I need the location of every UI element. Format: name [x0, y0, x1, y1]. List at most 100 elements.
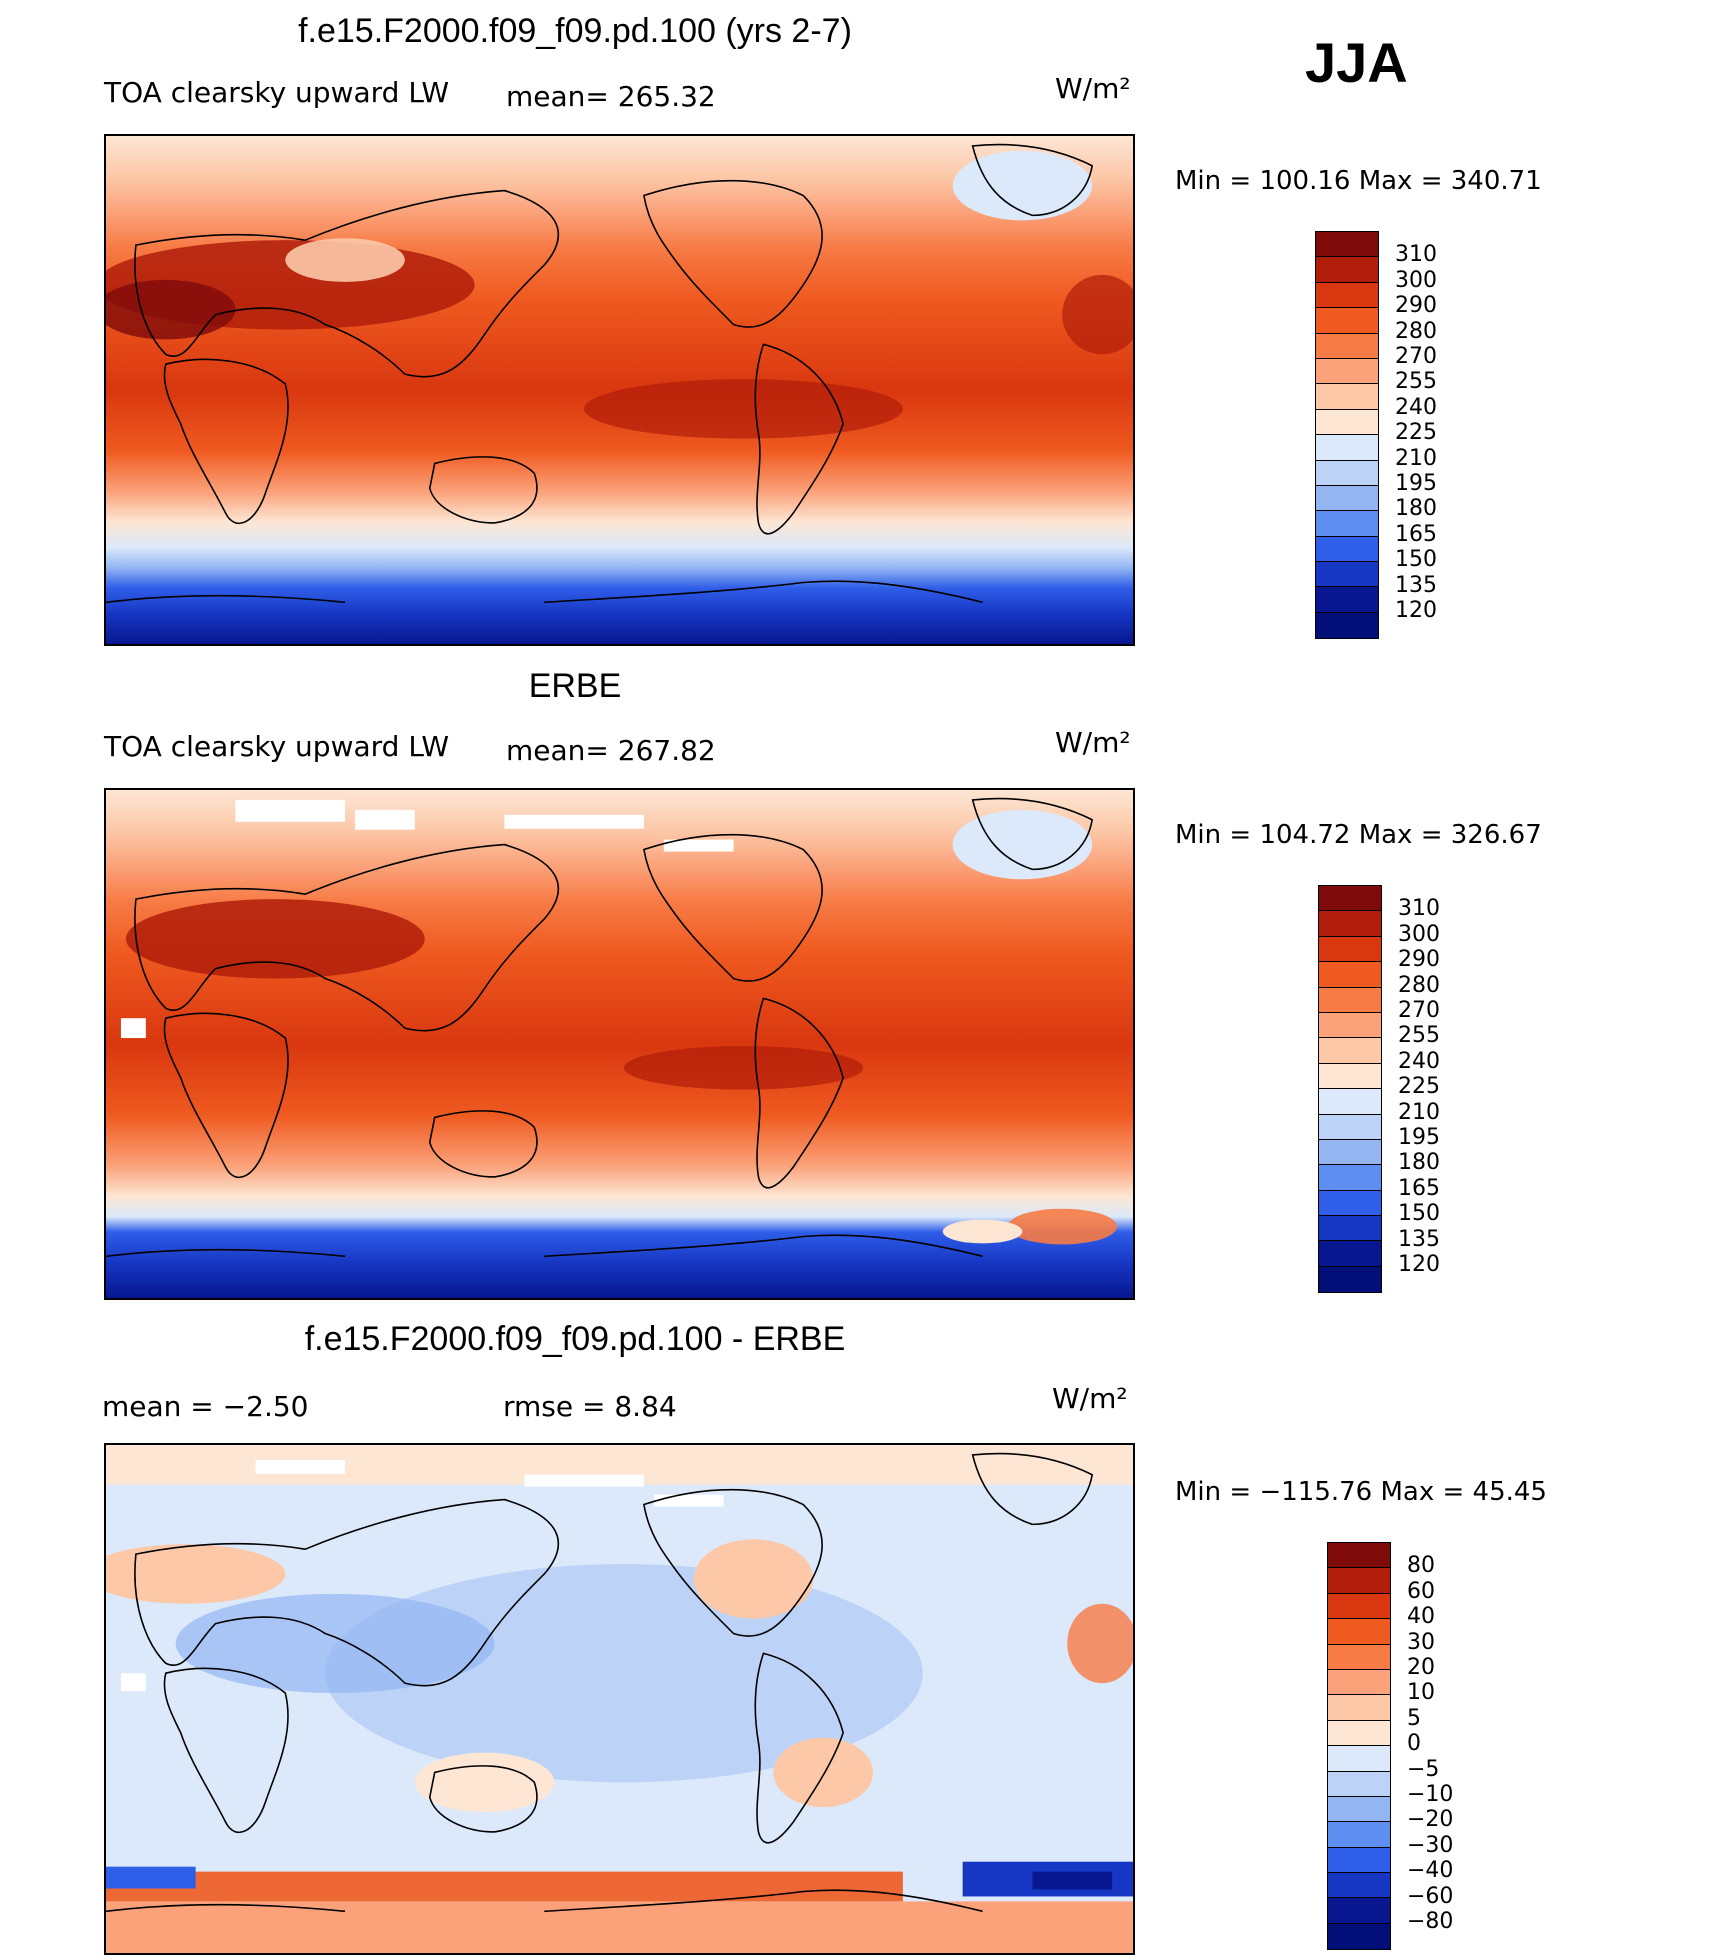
colorbar-level-label: 10: [1407, 1680, 1435, 1706]
panel-1-units: W/m²: [1055, 72, 1131, 105]
colorbar-swatch: [1319, 911, 1381, 937]
colorbar-level-label: 225: [1398, 1074, 1440, 1100]
colorbar-level-label: 180: [1398, 1150, 1440, 1176]
colorbar-level-label: 210: [1398, 1099, 1440, 1125]
colorbar-swatch: [1328, 1822, 1390, 1848]
colorbar-swatch: [1319, 1241, 1381, 1267]
panel-1-map-field: [106, 136, 1133, 644]
colorbar-swatch: [1328, 1873, 1390, 1899]
colorbar-level-label: −40: [1407, 1858, 1454, 1884]
colorbar-swatch: [1328, 1847, 1390, 1874]
colorbar-level-label: 255: [1395, 369, 1437, 395]
season-label: JJA: [1305, 31, 1408, 94]
colorbar-level-label: 270: [1398, 998, 1440, 1023]
panel-3-map: [104, 1443, 1135, 1955]
colorbar-swatch: [1316, 536, 1378, 563]
panel-3-min-max: Min = −115.76 Max = 45.45: [1175, 1477, 1547, 1507]
colorbar-level-label: 40: [1407, 1604, 1435, 1630]
colorbar-level-label: 280: [1398, 972, 1440, 998]
colorbar-swatch: [1316, 612, 1378, 639]
colorbar-level-label: 270: [1395, 344, 1437, 369]
colorbar-level-label: 300: [1395, 267, 1437, 293]
colorbar-level-label: −30: [1407, 1832, 1454, 1858]
colorbar-level-label: 195: [1395, 471, 1437, 496]
colorbar-level-label: 150: [1398, 1201, 1440, 1227]
panel-3-map-field: [106, 1445, 1133, 1953]
panel-1-map: [104, 134, 1135, 646]
colorbar-level-label: 120: [1395, 598, 1437, 623]
colorbar-swatch: [1328, 1898, 1390, 1924]
panel-1-min-max: Min = 100.16 Max = 340.71: [1175, 166, 1542, 196]
colorbar-swatch: [1316, 485, 1378, 512]
colorbar-swatch: [1328, 1695, 1390, 1721]
colorbar-level-label: 5: [1407, 1705, 1421, 1731]
colorbar-swatch: [1328, 1796, 1390, 1823]
colorbar-level-label: −20: [1407, 1807, 1454, 1833]
colorbar-level-label: 80: [1407, 1553, 1435, 1579]
colorbar-swatch: [1316, 511, 1378, 537]
colorbar-swatch: [1316, 435, 1378, 461]
panel-1-variable-label: TOA clearsky upward LW: [104, 76, 450, 109]
colorbar-level-label: 210: [1395, 445, 1437, 471]
panel-3-title: f.e15.F2000.f09_f09.pd.100 - ERBE: [304, 1320, 846, 1358]
colorbar-level-label: −80: [1407, 1909, 1454, 1934]
colorbar-level-label: 280: [1395, 318, 1437, 344]
colorbar-swatch: [1319, 1266, 1381, 1293]
colorbar-level-label: 165: [1398, 1175, 1440, 1201]
panel-2-title: ERBE: [528, 667, 622, 705]
colorbar-level-label: 240: [1398, 1048, 1440, 1074]
colorbar-swatch: [1316, 562, 1378, 588]
colorbar-swatch: [1319, 886, 1381, 912]
panel-2-mean: mean= 267.82: [506, 734, 716, 767]
colorbar-swatch: [1316, 308, 1378, 334]
panel-3-colorbar-swatches: [1327, 1542, 1391, 1951]
panel-2-map: [104, 788, 1135, 1300]
colorbar-level-label: 60: [1407, 1578, 1435, 1604]
colorbar-level-label: 150: [1395, 547, 1437, 573]
panel-3-units: W/m²: [1052, 1382, 1128, 1415]
colorbar-swatch: [1316, 333, 1378, 359]
colorbar-level-label: 310: [1395, 242, 1437, 268]
colorbar-level-label: 300: [1398, 921, 1440, 947]
colorbar-level-label: 0: [1407, 1731, 1421, 1757]
colorbar-level-label: 310: [1398, 896, 1440, 922]
colorbar-level-label: 120: [1398, 1252, 1440, 1277]
colorbar-level-label: 290: [1395, 293, 1437, 319]
colorbar-swatch: [1328, 1543, 1390, 1569]
colorbar-swatch: [1316, 257, 1378, 283]
colorbar-swatch: [1319, 987, 1381, 1013]
colorbar-level-label: 255: [1398, 1023, 1440, 1049]
colorbar-level-label: −5: [1407, 1756, 1440, 1782]
colorbar-swatch: [1319, 962, 1381, 988]
colorbar-swatch: [1319, 1089, 1381, 1115]
colorbar-level-label: 165: [1395, 521, 1437, 547]
panel-2-colorbar-swatches: [1318, 885, 1382, 1294]
colorbar-swatch: [1319, 1012, 1381, 1039]
colorbar-swatch: [1328, 1593, 1390, 1620]
colorbar-swatch: [1328, 1923, 1390, 1950]
colorbar-level-label: 180: [1395, 496, 1437, 522]
colorbar-swatch: [1328, 1644, 1390, 1670]
colorbar-swatch: [1316, 232, 1378, 258]
colorbar-swatch: [1319, 1139, 1381, 1166]
panel-2-variable-label: TOA clearsky upward LW: [104, 730, 450, 763]
colorbar-level-label: 20: [1407, 1655, 1435, 1680]
colorbar-level-label: 135: [1398, 1226, 1440, 1252]
panel-2-map-field: [106, 790, 1133, 1298]
panel-2-units: W/m²: [1055, 726, 1131, 759]
colorbar-swatch: [1319, 1190, 1381, 1217]
colorbar-swatch: [1328, 1669, 1390, 1696]
colorbar-swatch: [1328, 1568, 1390, 1594]
colorbar-swatch: [1319, 936, 1381, 963]
panel-1-mean: mean= 265.32: [506, 80, 716, 113]
colorbar-swatch: [1328, 1619, 1390, 1645]
colorbar-level-label: 30: [1407, 1629, 1435, 1655]
panel-3-mean: mean = −2.50: [102, 1390, 309, 1423]
panel-1-colorbar-swatches: [1315, 231, 1379, 640]
colorbar-swatch: [1316, 409, 1378, 436]
colorbar-swatch: [1328, 1771, 1390, 1797]
colorbar-swatch: [1328, 1720, 1390, 1747]
panel-3-rmse: rmse = 8.84: [503, 1390, 677, 1423]
colorbar-swatch: [1316, 282, 1378, 309]
colorbar-level-label: −10: [1407, 1782, 1454, 1807]
